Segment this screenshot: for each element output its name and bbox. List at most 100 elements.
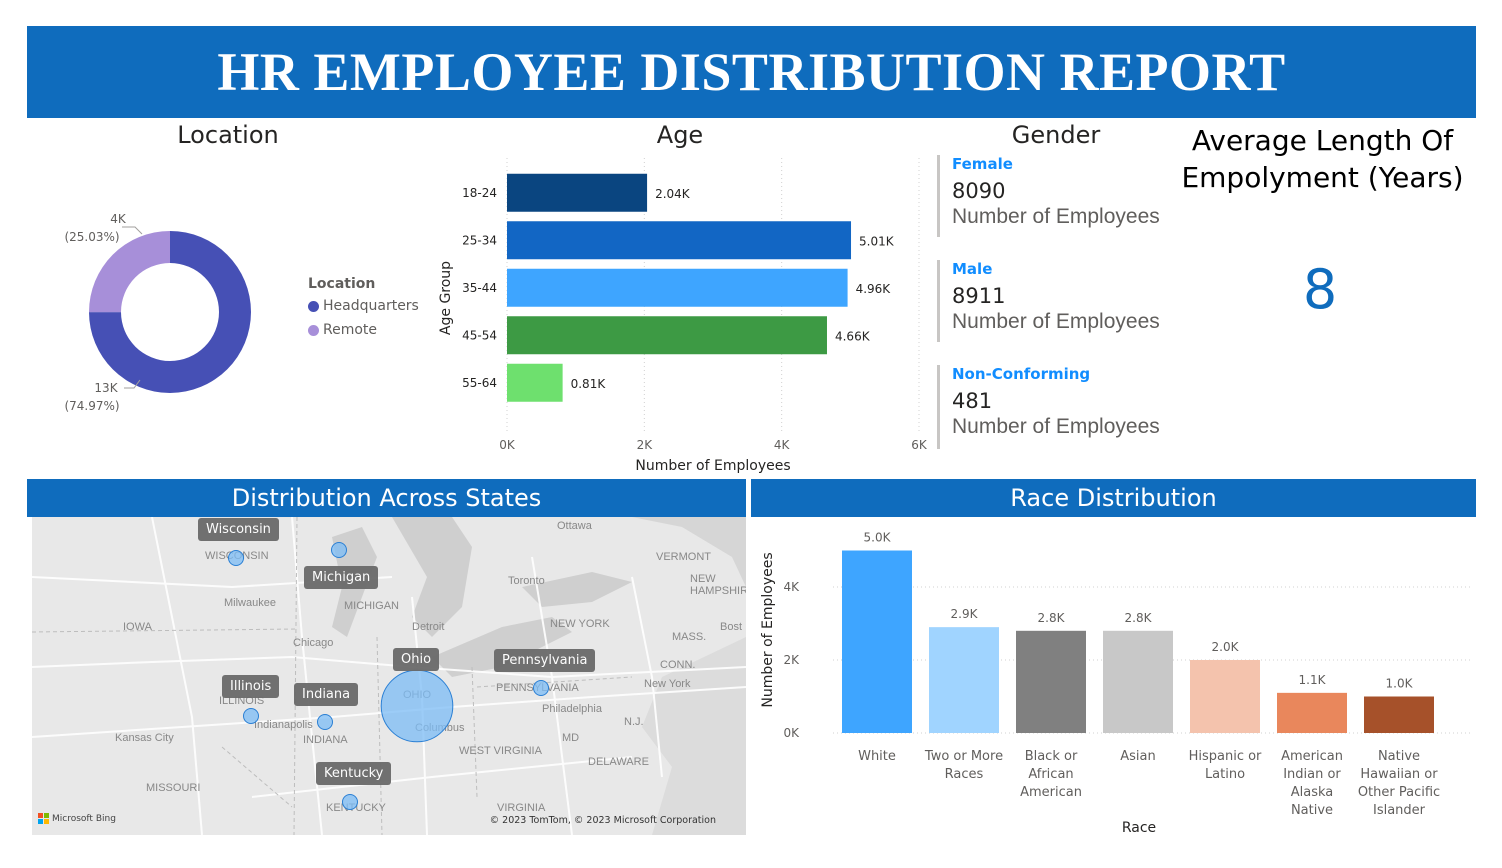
nonconforming-label: Non-Conforming bbox=[952, 365, 1091, 383]
nonconforming-sub: Number of Employees bbox=[952, 415, 1160, 438]
map-place-label: INDIANA bbox=[303, 734, 348, 746]
map-place-label: VIRGINIA bbox=[497, 802, 546, 814]
location-legend-title: Location bbox=[308, 276, 376, 292]
race-bar[interactable] bbox=[929, 627, 999, 733]
male-sub: Number of Employees bbox=[952, 310, 1160, 333]
legend-item-headquarters[interactable]: Headquarters bbox=[308, 298, 419, 314]
bing-label: Microsoft Bing bbox=[52, 813, 116, 824]
race-y-tick: 0K bbox=[783, 726, 800, 740]
location-title: Location bbox=[177, 121, 279, 149]
remote-value-label: 4K bbox=[110, 212, 127, 226]
nonconforming-card: Non-Conforming 481 Number of Employees bbox=[952, 365, 1160, 439]
age-bar-55-64[interactable] bbox=[507, 363, 563, 402]
map-place-label: KENTUCKY bbox=[326, 802, 386, 814]
legend-label-remote: Remote bbox=[323, 322, 378, 338]
state-bubble-illinois[interactable] bbox=[243, 708, 259, 724]
female-value: 8090 bbox=[952, 179, 1006, 203]
female-sub: Number of Employees bbox=[952, 205, 1160, 228]
state-bubbles[interactable] bbox=[32, 517, 746, 835]
race-y-axis-title: Number of Employees bbox=[760, 552, 776, 707]
age-value-label: 0.81K bbox=[571, 377, 607, 391]
map-place-label: Toronto bbox=[508, 575, 545, 587]
map-attribution: © 2023 TomTom, © 2023 Microsoft Corporat… bbox=[489, 815, 716, 826]
age-x-axis-title: Number of Employees bbox=[635, 458, 790, 474]
race-bar[interactable] bbox=[1016, 630, 1086, 733]
state-labels: Wisconsin Michigan Ohio Pennsylvania Illinoi… bbox=[32, 517, 746, 835]
state-tooltip-wisconsin: Wisconsin bbox=[198, 518, 279, 541]
male-card-divider bbox=[937, 260, 940, 342]
states-map[interactable]: OttawaWISCONSINMilwaukeeMICHIGANIOWAChic… bbox=[32, 517, 746, 835]
map-place-label: NEW YORK bbox=[550, 618, 610, 630]
race-bar[interactable] bbox=[1364, 696, 1434, 734]
report-title-banner: HR EMPLOYEE DISTRIBUTION REPORT bbox=[27, 26, 1476, 118]
age-category-label: 45-54 bbox=[462, 328, 497, 342]
map-place-label: NEW HAMPSHIRE bbox=[690, 573, 746, 597]
map-place-label: DELAWARE bbox=[588, 756, 649, 768]
state-tooltip-ohio: Ohio bbox=[393, 648, 440, 671]
female-card-divider bbox=[937, 155, 940, 237]
map-place-label: IOWA bbox=[123, 621, 152, 633]
age-bar-25-34[interactable] bbox=[507, 221, 852, 260]
map-place-label: Bost bbox=[720, 621, 743, 633]
race-category-label: American Indian or Alaska Native bbox=[1281, 749, 1343, 818]
female-label: Female bbox=[952, 155, 1013, 173]
map-place-label: MISSOURI bbox=[146, 782, 201, 794]
age-bar-chart[interactable]: 0K 2K 4K 6K 18-24 2.04K 25-34 5.01K 35-44 4.96K 45… bbox=[430, 150, 930, 480]
race-value-label: 1.1K bbox=[1299, 673, 1327, 687]
map-place-label: VERMONT bbox=[656, 551, 711, 563]
legend-item-remote[interactable]: Remote bbox=[308, 322, 419, 338]
age-x-tick: 6K bbox=[911, 438, 928, 452]
female-card: Female 8090 Number of Employees bbox=[952, 155, 1160, 229]
age-value-label: 4.66K bbox=[835, 329, 871, 343]
legend-label-headquarters: Headquarters bbox=[323, 298, 419, 314]
map-place-label: Ottawa bbox=[557, 520, 592, 532]
bing-logo: Microsoft Bing bbox=[38, 813, 116, 824]
race-title: Race Distribution bbox=[751, 479, 1476, 517]
donut-slice-headquarters[interactable] bbox=[89, 231, 251, 393]
age-category-label: 55-64 bbox=[462, 376, 497, 390]
age-category-label: 25-34 bbox=[462, 233, 497, 247]
state-bubble-wisconsin[interactable] bbox=[228, 550, 244, 566]
map-place-label: WEST VIRGINIA bbox=[459, 745, 542, 757]
states-title: Distribution Across States bbox=[27, 479, 746, 517]
state-tooltip-pennsylvania: Pennsylvania bbox=[494, 649, 596, 672]
race-value-label: 5.0K bbox=[864, 531, 892, 545]
age-value-label: 2.04K bbox=[655, 187, 691, 201]
microsoft-logo-icon bbox=[38, 813, 49, 824]
nonconforming-card-divider bbox=[937, 365, 940, 449]
race-y-tick: 4K bbox=[783, 580, 800, 594]
race-category-label: Two or More Races bbox=[924, 749, 1003, 782]
map-place-label: MICHIGAN bbox=[344, 600, 399, 612]
race-bar-chart[interactable]: 0K 2K 4K 5.0K White 2.9K Two or More Races 2.8K B… bbox=[751, 520, 1476, 860]
age-bar-45-54[interactable] bbox=[507, 316, 827, 355]
state-tooltip-kentucky: Kentucky bbox=[316, 762, 392, 785]
race-bar[interactable] bbox=[1190, 660, 1260, 733]
hq-pct-label: (74.97%) bbox=[64, 399, 119, 413]
age-y-axis-title: Age Group bbox=[438, 261, 454, 335]
race-value-label: 2.9K bbox=[951, 607, 979, 621]
age-bar-35-44[interactable] bbox=[507, 268, 848, 307]
map-base-labels: OttawaWISCONSINMilwaukeeMICHIGANIOWAChic… bbox=[32, 517, 746, 835]
state-bubble-michigan[interactable] bbox=[331, 542, 347, 558]
age-category-label: 18-24 bbox=[462, 186, 497, 200]
state-bubble-pennsylvania[interactable] bbox=[533, 680, 549, 696]
report-title: HR EMPLOYEE DISTRIBUTION REPORT bbox=[217, 42, 1286, 102]
race-x-axis-title: Race bbox=[1122, 820, 1156, 836]
race-value-label: 1.0K bbox=[1386, 677, 1414, 691]
state-bubble-kentucky[interactable] bbox=[342, 794, 358, 810]
state-bubble-indiana[interactable] bbox=[317, 714, 333, 730]
race-value-label: 2.8K bbox=[1038, 611, 1066, 625]
location-donut-chart[interactable]: 4K (25.03%) 13K (74.97%) bbox=[40, 160, 430, 450]
age-title: Age bbox=[656, 121, 704, 149]
age-bar-18-24[interactable] bbox=[507, 173, 648, 212]
age-value-label: 5.01K bbox=[859, 234, 895, 248]
location-legend: Location Headquarters Remote bbox=[308, 276, 419, 338]
race-bar[interactable] bbox=[1277, 692, 1347, 733]
nonconforming-value: 481 bbox=[952, 389, 993, 413]
donut-slice-remote[interactable] bbox=[89, 231, 170, 313]
state-tooltip-michigan: Michigan bbox=[304, 566, 379, 589]
race-bar[interactable] bbox=[1103, 630, 1173, 733]
race-bar[interactable] bbox=[842, 550, 912, 734]
map-place-label: Detroit bbox=[412, 621, 445, 633]
map-place-label: MD bbox=[562, 732, 580, 744]
